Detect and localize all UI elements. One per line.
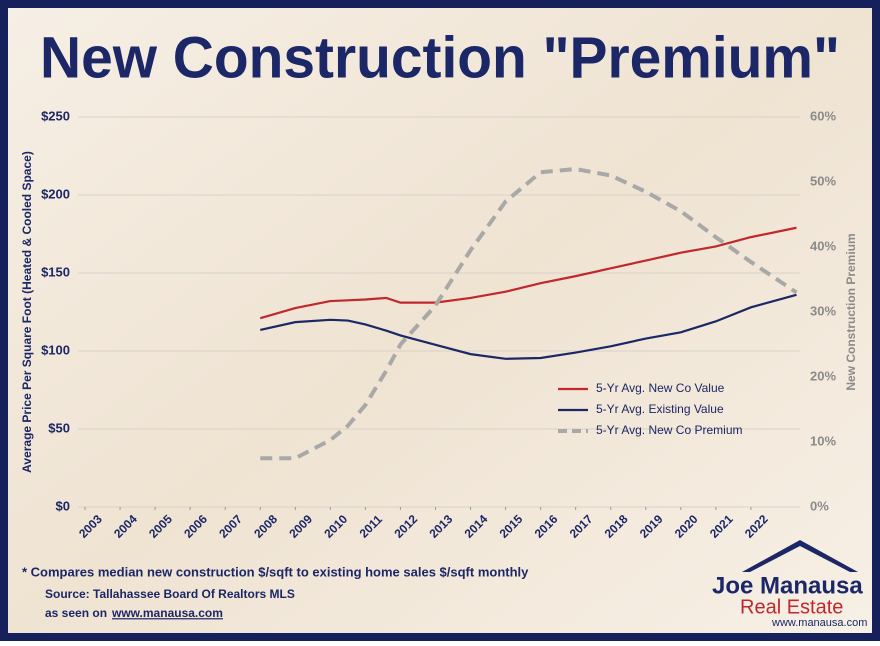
- logo-roof: [742, 540, 858, 572]
- y-tick-label: $0: [56, 498, 70, 513]
- y-axis-label: Average Price Per Square Foot (Heated & …: [20, 151, 34, 473]
- y-tick-label: $50: [48, 420, 70, 435]
- legend-label: 5-Yr Avg. Existing Value: [596, 402, 724, 416]
- logo-last: Manausa: [760, 572, 863, 599]
- legend-label: 5-Yr Avg. New Co Premium: [596, 423, 743, 437]
- y2-tick-label: 10%: [810, 433, 836, 448]
- footnote: * Compares median new construction $/sqf…: [22, 564, 529, 579]
- y2-tick-label: 30%: [810, 303, 836, 318]
- legend-label: 5-Yr Avg. New Co Value: [596, 381, 725, 395]
- y-tick-label: $100: [41, 342, 70, 357]
- seen-on: as seen on: [45, 606, 107, 620]
- series-line: [260, 293, 797, 360]
- y2-tick-label: 60%: [810, 108, 836, 123]
- y2-tick-label: 40%: [810, 238, 836, 253]
- y2-tick-label: 50%: [810, 173, 836, 188]
- site-link[interactable]: www.manausa.com: [111, 606, 223, 620]
- y2-tick-label: 20%: [810, 368, 836, 383]
- y2-axis-label: New Construction Premium: [844, 233, 858, 390]
- chart-title: New Construction "Premium": [40, 25, 840, 90]
- logo-sub: Real Estate: [740, 596, 843, 618]
- y2-tick-label: 0%: [810, 498, 829, 513]
- series-line: [259, 226, 797, 320]
- series-line: [260, 166, 798, 461]
- background: [8, 8, 872, 633]
- source: Source: Tallahassee Board Of Realtors ML…: [45, 587, 295, 601]
- logo-first: Joe: [712, 572, 753, 599]
- y-tick-label: $200: [41, 186, 70, 201]
- y-tick-label: $150: [41, 264, 70, 279]
- logo-url: www.manausa.com: [771, 617, 867, 629]
- y-tick-label: $250: [41, 108, 70, 123]
